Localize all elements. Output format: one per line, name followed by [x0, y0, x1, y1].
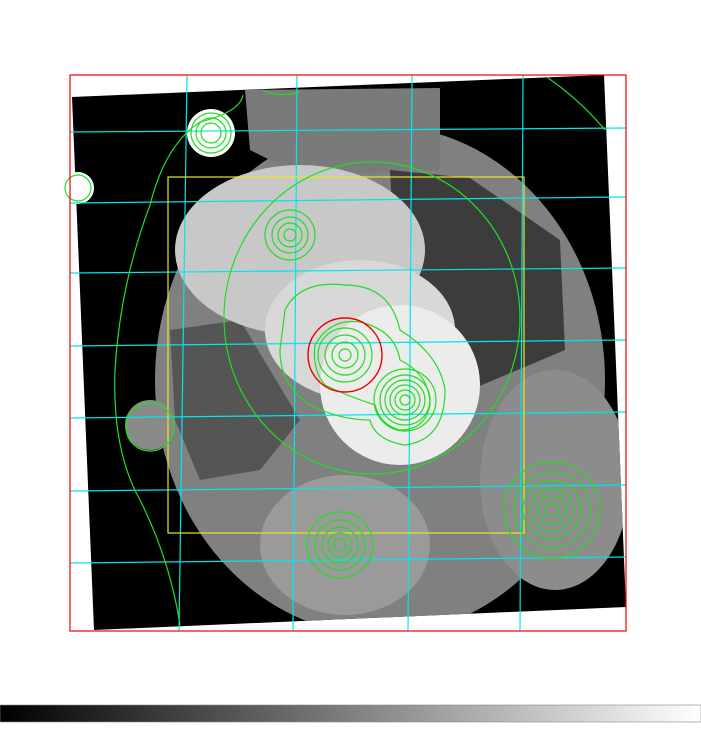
colorbar — [0, 704, 701, 723]
frame — [69, 74, 627, 632]
contours — [64, 77, 606, 626]
sky-image — [62, 75, 626, 630]
region-box — [167, 176, 525, 534]
